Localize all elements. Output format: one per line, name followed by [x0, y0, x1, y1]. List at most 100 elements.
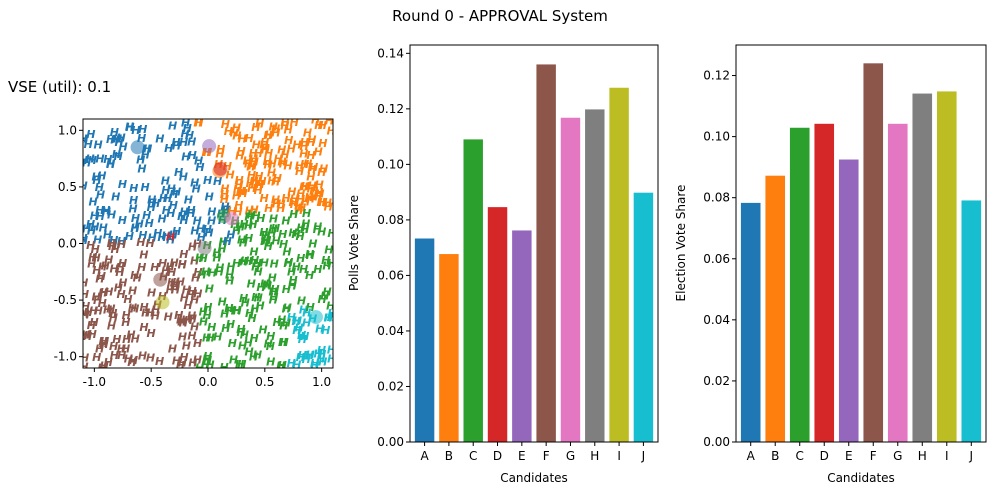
voter-marker: H: [254, 291, 263, 304]
voter-marker: H: [299, 148, 308, 161]
voter-marker: H: [87, 257, 96, 270]
voter-marker: H: [155, 355, 164, 368]
voter-marker: H: [197, 231, 206, 244]
voter-marker: H: [106, 158, 115, 171]
voter-marker: H: [300, 140, 309, 153]
voter-marker: H: [295, 159, 304, 172]
polls-y-tick-label: 0.02: [377, 379, 404, 393]
voter-marker: H: [118, 276, 127, 289]
voter-marker: H: [282, 246, 291, 259]
voter-marker: H: [318, 293, 327, 306]
voter-marker: H: [297, 329, 306, 342]
election-bar-f: [863, 63, 884, 442]
candidate-markers: [130, 139, 323, 325]
voter-marker: H: [181, 128, 190, 141]
scatter-y-tick-label: -1.0: [54, 350, 77, 364]
voter-marker: H: [186, 207, 195, 220]
voter-marker: H: [183, 122, 192, 135]
voter-marker: H: [82, 223, 91, 236]
voter-marker: H: [117, 343, 126, 356]
voter-marker: H: [290, 116, 299, 129]
candidate-f-marker: [153, 272, 168, 287]
voter-marker: H: [299, 263, 308, 276]
voter-marker: H: [219, 236, 228, 249]
election-bar-g: [887, 123, 908, 442]
voter-marker: H: [262, 234, 271, 247]
voter-marker: H: [283, 302, 292, 315]
voter-marker: H: [122, 309, 131, 322]
voter-marker: H: [220, 193, 229, 206]
voter-marker: H: [202, 332, 211, 345]
voter-marker: H: [230, 127, 239, 140]
voter-marker: H: [233, 182, 242, 195]
voter-marker: H: [238, 187, 247, 200]
voter-marker: H: [264, 128, 273, 141]
voter-marker: H: [300, 330, 309, 343]
voter-marker: H: [272, 197, 281, 210]
voter-marker: H: [99, 338, 108, 351]
voter-marker: H: [292, 324, 301, 337]
voter-marker: H: [204, 227, 213, 240]
voter-marker: H: [289, 274, 298, 287]
voter-marker: H: [170, 256, 179, 269]
voter-marker: H: [251, 121, 260, 134]
voter-marker: H: [106, 158, 115, 171]
voter-marker: H: [327, 343, 336, 356]
voter-marker: H: [266, 356, 275, 369]
voter-marker: H: [264, 202, 273, 215]
election-bar-i: [936, 91, 957, 443]
voter-marker: H: [143, 143, 152, 156]
voter-marker: H: [292, 315, 301, 328]
voter-marker: H: [250, 254, 259, 267]
voter-marker: H: [89, 196, 98, 209]
voter-marker: H: [287, 186, 296, 199]
election-x-tick-label: E: [845, 449, 853, 463]
voter-marker: H: [300, 136, 309, 149]
voter-marker: H: [239, 256, 248, 269]
voter-marker: H: [157, 231, 166, 244]
voter-marker: H: [255, 118, 264, 131]
voter-marker: H: [311, 113, 320, 126]
voter-marker: H: [294, 204, 303, 217]
voter-marker: H: [239, 292, 248, 305]
scatter-x-tick-label: -1.0: [83, 375, 106, 389]
voter-marker: H: [137, 261, 146, 274]
voter-marker: H: [260, 277, 269, 290]
voter-marker: H: [167, 183, 176, 196]
election-x-tick-label: A: [747, 449, 756, 463]
voter-marker: H: [284, 256, 293, 269]
election-x-axis-label: Candidates: [827, 471, 895, 485]
voter-marker: H: [302, 307, 311, 320]
voter-marker: H: [296, 187, 305, 200]
voter-marker: H: [212, 246, 221, 259]
voter-marker: H: [250, 156, 259, 169]
voter-marker: H: [284, 134, 293, 147]
voter-marker: H: [316, 352, 325, 365]
voter-marker: H: [327, 311, 336, 324]
voter-marker: H: [80, 288, 89, 301]
voter-marker: H: [121, 316, 130, 329]
voter-marker: H: [299, 303, 308, 316]
voter-marker: H: [126, 329, 135, 342]
voter-marker: H: [284, 123, 293, 136]
voter-marker: H: [303, 127, 312, 140]
voter-marker: H: [308, 237, 317, 250]
voter-marker: H: [263, 155, 272, 168]
voter-marker: H: [271, 234, 280, 247]
voter-marker: H: [305, 191, 314, 204]
polls-x-tick-label: G: [566, 449, 575, 463]
candidate-j-marker: [308, 310, 323, 325]
voter-marker: H: [178, 258, 187, 271]
voter-marker: H: [147, 286, 156, 299]
voter-marker: H: [253, 349, 262, 362]
voter-marker: H: [300, 223, 309, 236]
voter-marker: H: [201, 146, 210, 159]
election-x-tick-label: B: [771, 449, 779, 463]
voter-marker: H: [195, 362, 204, 375]
voter-marker: H: [277, 314, 286, 327]
voter-marker: H: [137, 162, 146, 175]
voter-marker: H: [320, 290, 329, 303]
voter-marker: H: [115, 136, 124, 149]
polls-bar-h: [585, 109, 605, 443]
